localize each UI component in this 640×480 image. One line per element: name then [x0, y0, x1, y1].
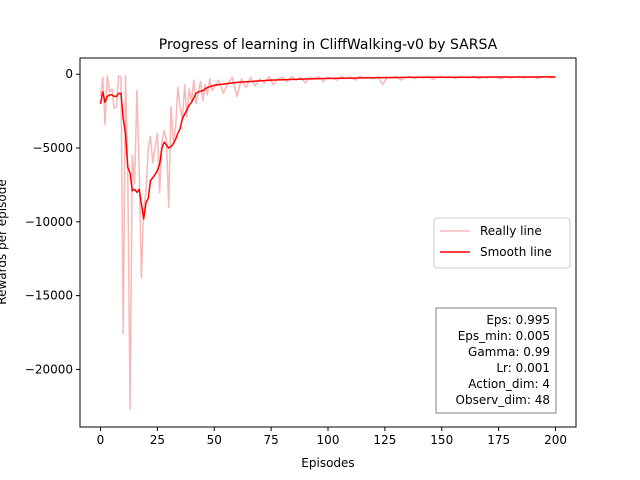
info-observ-dim: Observ_dim: 48 — [456, 393, 551, 407]
x-axis-label: Episodes — [301, 456, 354, 470]
x-tick-label: 50 — [207, 433, 222, 447]
x-tick-label: 25 — [150, 433, 165, 447]
x-tick-label: 75 — [263, 433, 278, 447]
x-tick-label: 150 — [430, 433, 453, 447]
info-eps: Eps: 0.995 — [486, 313, 550, 327]
info-box: Eps: 0.995 Eps_min: 0.005 Gamma: 0.99 Lr… — [435, 307, 557, 414]
legend-label-really: Really line — [480, 224, 542, 238]
info-gamma: Gamma: 0.99 — [468, 345, 550, 359]
legend-label-smooth: Smooth line — [480, 245, 552, 259]
axis-ticks: 0 25 50 75 100 125 150 175 200 0 −5000 −10000 −15000… — [25, 67, 567, 447]
plot-lines — [99, 74, 556, 411]
x-tick-label: 175 — [487, 433, 510, 447]
y-axis-label: Rewards per episode — [0, 179, 9, 304]
legend: Really line Smooth line — [433, 217, 571, 269]
y-tick-label: −5000 — [32, 141, 73, 155]
plot-frame — [79, 57, 577, 428]
info-action-dim: Action_dim: 4 — [468, 377, 550, 391]
info-lr: Lr: 0.001 — [496, 361, 550, 375]
info-eps-min: Eps_min: 0.005 — [458, 329, 550, 343]
y-tick-label: 0 — [65, 67, 73, 81]
series-smooth-line — [99, 76, 556, 220]
y-tick-label: −20000 — [25, 362, 73, 376]
x-tick-label: 125 — [373, 433, 396, 447]
y-tick-label: −10000 — [25, 215, 73, 229]
x-tick-label: 100 — [317, 433, 340, 447]
x-tick-label: 0 — [97, 433, 105, 447]
y-tick-label: −15000 — [25, 289, 73, 303]
chart-title: Progress of learning in CliffWalking-v0 … — [159, 37, 498, 53]
x-tick-label: 200 — [544, 433, 567, 447]
